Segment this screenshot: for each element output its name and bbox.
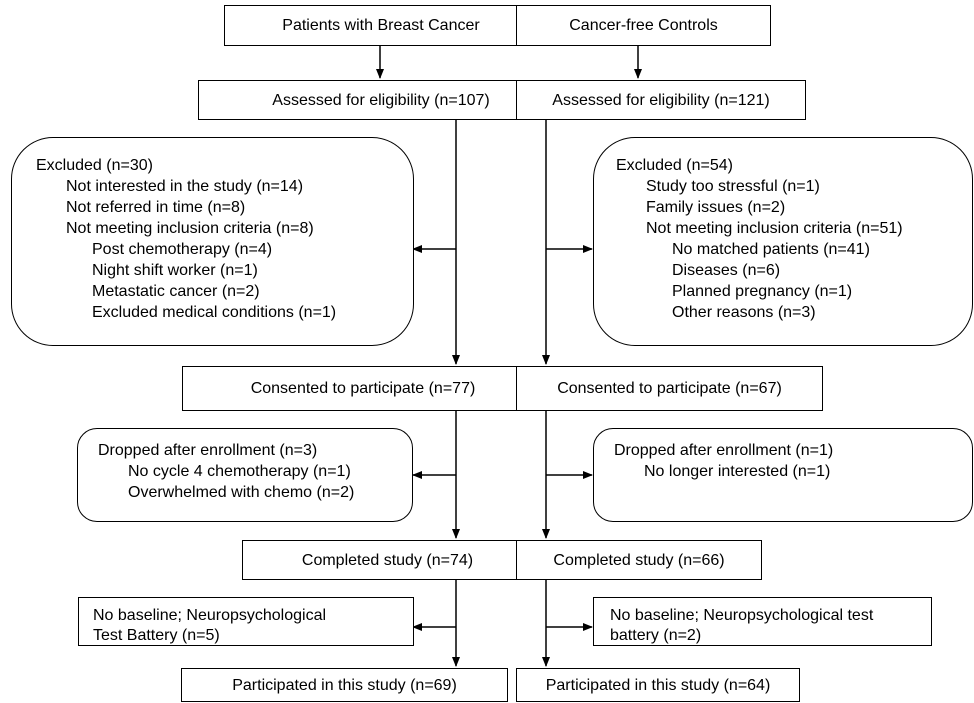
left-nobaseline-line: Test Battery (n=5) bbox=[93, 627, 220, 644]
right-assessed-box: Assessed for eligibility (n=121) bbox=[516, 80, 806, 120]
left-excluded-item: Not meeting inclusion criteria (n=8) bbox=[66, 220, 314, 237]
right-completed-box: Completed study (n=66) bbox=[516, 540, 762, 580]
right-assessed: Assessed for eligibility (n=121) bbox=[552, 91, 770, 109]
right-title: Cancer-free Controls bbox=[569, 17, 718, 34]
left-completed: Completed study (n=74) bbox=[301, 551, 474, 569]
right-excluded-subitem: No matched patients (n=41) bbox=[672, 241, 870, 258]
left-excluded-header: Excluded (n=30) bbox=[36, 157, 153, 174]
right-participated-box: Participated in this study (n=64) bbox=[516, 668, 800, 702]
right-excluded-item: Study too stressful (n=1) bbox=[646, 178, 820, 195]
left-excluded-subitem: Night shift worker (n=1) bbox=[92, 262, 258, 279]
left-consented-box: Consented to participate (n=77) bbox=[182, 366, 544, 411]
left-excluded-subitem: Metastatic cancer (n=2) bbox=[92, 283, 260, 300]
right-consented: Consented to participate (n=67) bbox=[557, 380, 782, 397]
left-nobaseline-box: No baseline; Neuropsychological Test Bat… bbox=[78, 597, 414, 646]
left-dropped-box: Dropped after enrollment (n=3) No cycle … bbox=[77, 428, 413, 522]
right-consented-box: Consented to participate (n=67) bbox=[516, 366, 823, 411]
right-excluded-subitem: Diseases (n=6) bbox=[672, 262, 781, 279]
left-dropped-item: Overwhelmed with chemo (n=2) bbox=[128, 484, 355, 501]
right-nobaseline-line: battery (n=2) bbox=[610, 627, 702, 644]
right-excluded-subitem: Planned pregnancy (n=1) bbox=[672, 283, 853, 300]
right-excluded-item: Not meeting inclusion criteria (n=51) bbox=[646, 220, 903, 237]
right-title-box: Cancer-free Controls bbox=[516, 5, 771, 46]
left-consented: Consented to participate (n=77) bbox=[250, 380, 476, 397]
right-excluded-header: Excluded (n=54) bbox=[616, 157, 733, 174]
right-dropped-box: Dropped after enrollment (n=1) No longer… bbox=[593, 428, 973, 522]
left-participated-box: Participated in this study (n=69) bbox=[181, 668, 508, 702]
left-assessed: Assessed for eligibility (n=107) bbox=[272, 91, 490, 109]
right-completed: Completed study (n=66) bbox=[553, 551, 725, 569]
left-excluded-item: Not interested in the study (n=14) bbox=[66, 178, 304, 195]
right-dropped-item: No longer interested (n=1) bbox=[644, 463, 831, 480]
right-excluded-subitem: Other reasons (n=3) bbox=[672, 304, 816, 321]
left-excluded-subitem: Post chemotherapy (n=4) bbox=[92, 241, 273, 258]
left-title: Patients with Breast Cancer bbox=[282, 17, 480, 34]
right-participated: Participated in this study (n=64) bbox=[545, 676, 771, 694]
right-nobaseline-line: No baseline; Neuropsychological test bbox=[610, 607, 874, 624]
left-dropped-header: Dropped after enrollment (n=3) bbox=[98, 442, 318, 459]
right-dropped-header: Dropped after enrollment (n=1) bbox=[614, 442, 834, 459]
left-dropped-item: No cycle 4 chemotherapy (n=1) bbox=[128, 463, 351, 480]
right-excluded-item: Family issues (n=2) bbox=[646, 199, 786, 216]
left-excluded-box: Excluded (n=30) Not interested in the st… bbox=[11, 137, 414, 346]
right-excluded-box: Excluded (n=54) Study too stressful (n=1… bbox=[593, 137, 973, 346]
left-title-box: Patients with Breast Cancer bbox=[224, 5, 538, 46]
left-assessed-box: Assessed for eligibility (n=107) bbox=[198, 80, 564, 120]
left-completed-box: Completed study (n=74) bbox=[242, 540, 533, 580]
right-nobaseline-box: No baseline; Neuropsychological test bat… bbox=[593, 597, 932, 646]
left-participated: Participated in this study (n=69) bbox=[232, 676, 457, 694]
left-excluded-item: Not referred in time (n=8) bbox=[66, 199, 246, 216]
left-excluded-subitem: Excluded medical conditions (n=1) bbox=[92, 304, 337, 321]
left-nobaseline-line: No baseline; Neuropsychological bbox=[93, 607, 327, 624]
